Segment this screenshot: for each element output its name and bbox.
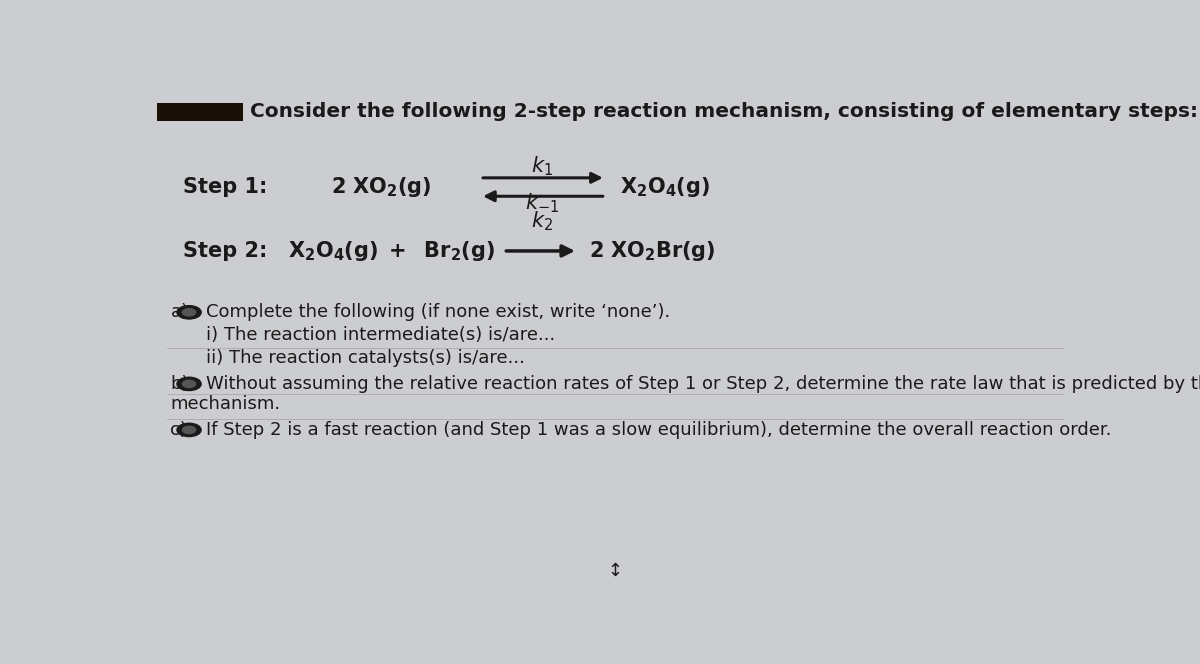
Text: $\mathbf{2\ XO_2(g)}$: $\mathbf{2\ XO_2(g)}$	[331, 175, 432, 199]
Text: $k_1$: $k_1$	[532, 155, 553, 179]
Circle shape	[176, 423, 202, 436]
Text: $k_{-1}$: $k_{-1}$	[526, 192, 559, 215]
Circle shape	[182, 309, 196, 316]
Text: $\mathbf{2\ XO_2Br(g)}$: $\mathbf{2\ XO_2Br(g)}$	[589, 239, 715, 263]
Text: ii) The reaction catalysts(s) is/are...: ii) The reaction catalysts(s) is/are...	[206, 349, 524, 367]
Circle shape	[176, 305, 202, 319]
Text: ↕: ↕	[607, 562, 623, 580]
Circle shape	[182, 380, 196, 388]
Text: $\mathbf{X_2O_4(g)\ +\ \ Br_2(g)}$: $\mathbf{X_2O_4(g)\ +\ \ Br_2(g)}$	[288, 239, 494, 263]
Circle shape	[176, 377, 202, 390]
Text: mechanism.: mechanism.	[170, 395, 281, 414]
Text: Without assuming the relative reaction rates of Step 1 or Step 2, determine the : Without assuming the relative reaction r…	[206, 375, 1200, 393]
Text: i) The reaction intermediate(s) is/are...: i) The reaction intermediate(s) is/are..…	[206, 326, 556, 345]
Text: Step 1:: Step 1:	[182, 177, 266, 197]
Text: Step 2:: Step 2:	[182, 241, 266, 261]
Text: $\mathbf{X_2O_4(g)}$: $\mathbf{X_2O_4(g)}$	[619, 175, 709, 199]
Circle shape	[182, 426, 196, 434]
Text: c): c)	[170, 421, 187, 439]
FancyBboxPatch shape	[157, 103, 242, 121]
Text: Complete the following (if none exist, write ‘none’).: Complete the following (if none exist, w…	[206, 303, 670, 321]
Text: b): b)	[170, 375, 188, 393]
Text: $k_2$: $k_2$	[532, 209, 553, 232]
Text: If Step 2 is a fast reaction (and Step 1 was a slow equilibrium), determine the : If Step 2 is a fast reaction (and Step 1…	[206, 421, 1111, 439]
Text: Consider the following 2-step reaction mechanism, consisting of elementary steps: Consider the following 2-step reaction m…	[251, 102, 1199, 121]
Text: a): a)	[170, 303, 188, 321]
